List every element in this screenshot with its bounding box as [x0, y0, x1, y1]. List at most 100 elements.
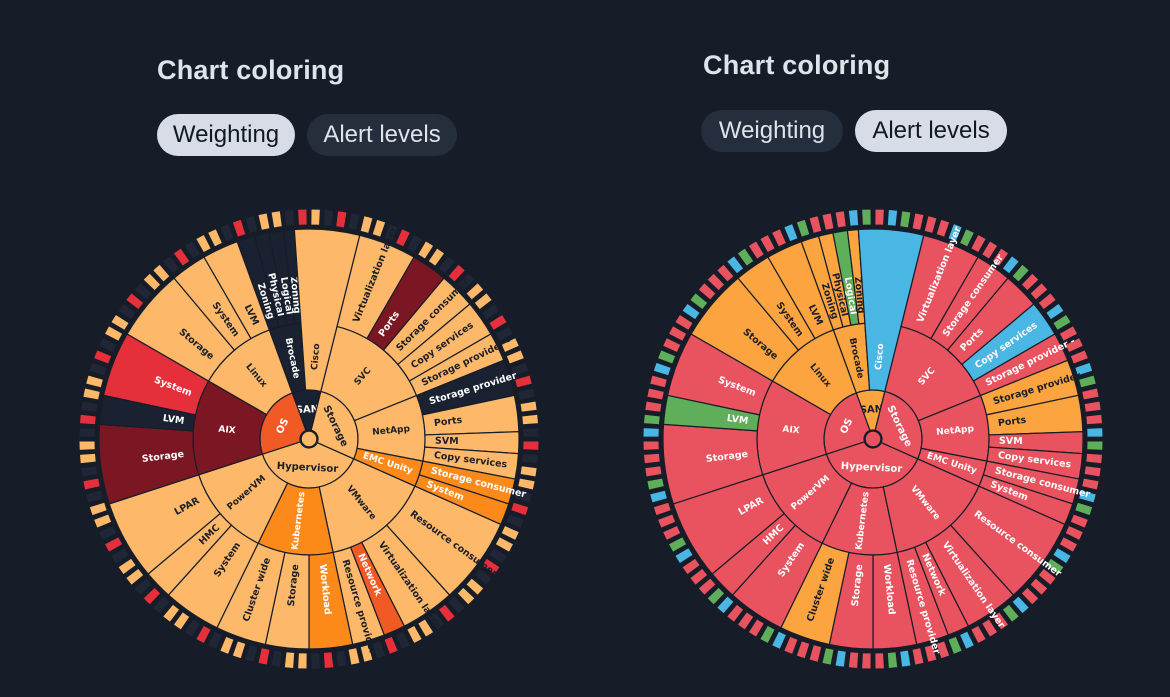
segment-label: NetApp [372, 424, 411, 438]
tick-cell [1083, 465, 1102, 478]
tick-cell [270, 649, 283, 668]
tick-cell [481, 302, 501, 321]
tick-cell [359, 215, 374, 235]
tick-cell [347, 647, 361, 666]
tick-cell [521, 452, 540, 465]
tick-cell [456, 586, 476, 606]
segment-label: Storage [705, 449, 748, 465]
tick-cell [834, 649, 847, 668]
tick-cell [947, 222, 963, 243]
tick-cell [125, 567, 145, 587]
tick-cell [195, 233, 212, 254]
tick-cell [808, 643, 823, 663]
weighting-toggle-button[interactable]: Weighting [701, 110, 843, 152]
tick-cell [244, 215, 259, 235]
tick-cell [125, 291, 145, 311]
tick-cell [1069, 349, 1090, 365]
tick-cell [117, 302, 137, 321]
tick-cell [1037, 567, 1057, 587]
tick-cell [161, 255, 181, 275]
sunburst-center[interactable] [864, 430, 882, 448]
tick-cell [1058, 536, 1079, 553]
tick-cell [783, 222, 799, 243]
tick-cell [847, 208, 860, 227]
tick-cell [519, 400, 538, 413]
segment-label: Storage [286, 564, 301, 607]
tick-cell [661, 336, 682, 354]
tick-cell [646, 387, 665, 401]
tick-cell [715, 595, 735, 615]
tick-cell [681, 302, 701, 321]
tick-cell [1011, 595, 1031, 615]
tick-cell [172, 611, 191, 631]
tick-cell [335, 649, 348, 668]
tick-cell [1052, 313, 1072, 332]
tick-cell [1064, 524, 1085, 542]
sunburst-chart-alert-levels: SANBrocadeZoningPhysicalLogicalZoningCis… [642, 208, 1104, 670]
chart-panel-alert-levels: Chart coloring Weighting Alert levels SA… [585, 0, 1170, 697]
segment-label: LVM [162, 413, 185, 427]
tick-cell [517, 477, 536, 491]
tick-cell [649, 374, 669, 389]
tick-cell [82, 477, 101, 491]
tick-cell [911, 212, 925, 231]
tick-cell [151, 263, 171, 283]
tick-cell [244, 643, 259, 663]
segment-linux-lvm[interactable] [767, 240, 835, 340]
tick-cell [1081, 477, 1100, 491]
tick-cell [1029, 281, 1049, 301]
tick-cell [991, 247, 1010, 267]
tick-cell [747, 240, 766, 260]
tick-cell [1077, 489, 1097, 504]
tick-cell [808, 215, 823, 235]
segment-label: LVM [726, 413, 749, 427]
segment-label: Cisco [310, 343, 322, 370]
tick-cell [935, 218, 951, 238]
tick-cell [151, 595, 171, 615]
tick-cell [689, 291, 709, 311]
tick-cell [494, 325, 515, 342]
tick-cell [142, 272, 162, 292]
tick-cell [644, 465, 663, 478]
chart-coloring-heading: Chart coloring [703, 50, 891, 80]
tick-cell [847, 651, 860, 670]
tick-cell [861, 208, 872, 226]
tick-cell [861, 652, 872, 670]
segment-label: AIX [218, 425, 236, 437]
segment-linux-lvm[interactable] [203, 240, 271, 340]
tick-cell [257, 212, 271, 231]
tick-cell [465, 281, 485, 301]
tick-cell [649, 489, 669, 504]
tick-cell [82, 387, 101, 401]
tick-cell [103, 325, 124, 342]
tick-cell [899, 649, 912, 668]
tick-cell [481, 557, 501, 576]
tick-cell [1086, 427, 1104, 438]
tick-cell [736, 611, 755, 631]
tick-cell [1085, 452, 1104, 465]
tick-cell [335, 210, 348, 229]
tick-cell [759, 624, 776, 645]
tick-cell [505, 349, 526, 365]
tick-cell [697, 281, 717, 301]
tick-cell [117, 557, 137, 576]
tick-cell [522, 440, 540, 451]
weighting-toggle-button[interactable]: Weighting [157, 114, 295, 156]
tick-cell [517, 387, 536, 401]
tick-cell [510, 361, 530, 377]
segment-label: Storage [850, 564, 865, 607]
tick-cell [991, 611, 1010, 631]
tick-cell [923, 215, 938, 235]
alert-levels-toggle-button[interactable]: Alert levels [855, 110, 1007, 152]
tick-cell [78, 413, 97, 426]
tick-cell [371, 218, 387, 238]
tick-cell [80, 400, 99, 413]
tick-cell [219, 635, 235, 656]
tick-cell [283, 651, 296, 670]
tick-cell [644, 400, 663, 413]
tick-cell [347, 212, 361, 231]
alert-levels-toggle-button[interactable]: Alert levels [307, 114, 457, 156]
tick-cell [834, 210, 847, 229]
sunburst-center[interactable] [300, 430, 318, 448]
tick-cell [427, 611, 446, 631]
